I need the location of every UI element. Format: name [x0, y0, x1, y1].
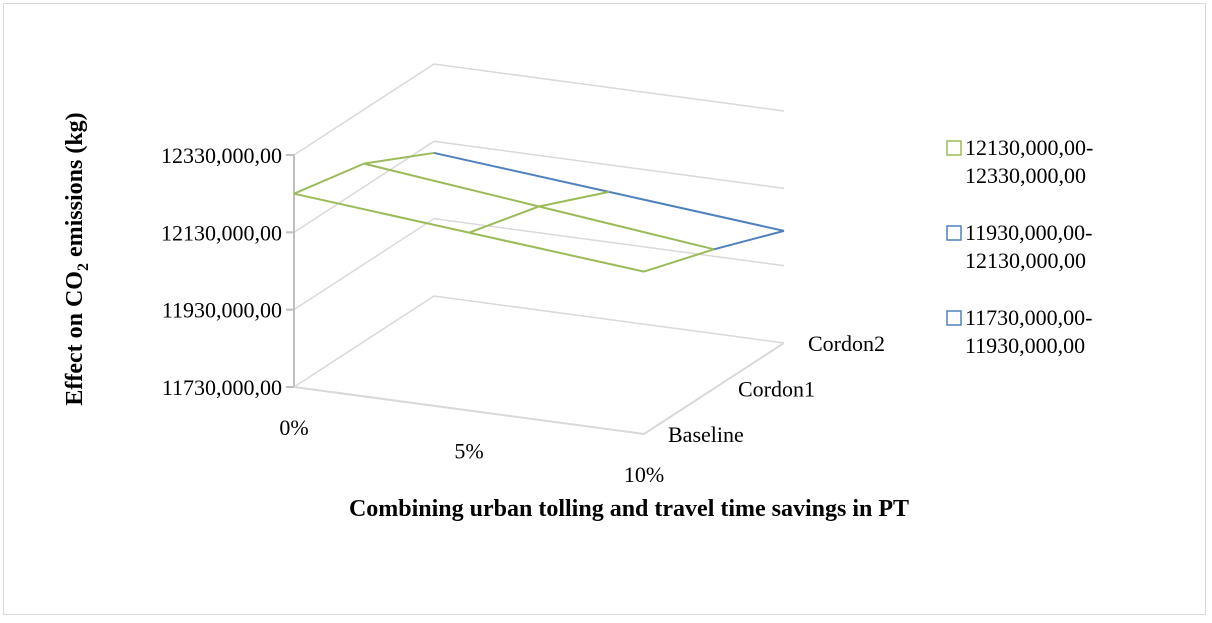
- tick-labels: 11730,000,00 11930,000,00 12130,000,00 1233…: [161, 143, 885, 487]
- surface-col-0-seg-0: [293, 162, 365, 195]
- legend-label-1-line1: 11930,000,00-: [965, 220, 1093, 245]
- y-axis-title: Effect on CO2 emissions (kg): [62, 112, 92, 405]
- z-tick-label-2: 12130,000,00: [161, 220, 282, 245]
- legend: 12130,000,00- 12330,000,00 11930,000,00- 12…: [946, 135, 1093, 358]
- z-tick-label-3: 12330,000,00: [161, 143, 282, 168]
- surface-col-2-seg-0: [643, 248, 715, 273]
- z-tick-label-1: 11930,000,00: [162, 298, 282, 323]
- gridline-2: [293, 140, 785, 233]
- chart-frame: 11730,000,00 11930,000,00 12130,000,00 1233…: [3, 3, 1206, 615]
- surface: [293, 151, 785, 273]
- surface-row-0-seg-0: [293, 192, 470, 234]
- surface-col-1-seg-1: [538, 190, 610, 208]
- legend-swatch-2: [946, 310, 962, 326]
- gridline-3: [293, 63, 785, 156]
- gridline-0: [293, 295, 785, 388]
- surface-row-1-seg-1: [538, 205, 715, 251]
- x-tick-label-1: 5%: [454, 439, 483, 464]
- surface-col-0-seg-1: [363, 151, 435, 165]
- gridlines: [293, 63, 785, 388]
- gridline-1: [293, 217, 785, 311]
- legend-label-2-line2: 11930,000,00: [965, 333, 1085, 358]
- axes: [286, 154, 785, 435]
- legend-label-0-line2: 12330,000,00: [965, 163, 1086, 188]
- surface-row-2-seg-0: [433, 151, 610, 193]
- depth-tick-label-0: Baseline: [668, 422, 744, 447]
- surface-row-2-seg-1: [608, 190, 785, 232]
- legend-label-2-line1: 11730,000,00-: [965, 305, 1093, 330]
- surface-col-1-seg-0: [468, 205, 540, 234]
- surface-chart: 11730,000,00 11930,000,00 12130,000,00 1233…: [62, 63, 1093, 522]
- surface-row-1-seg-0: [363, 162, 540, 208]
- legend-label-1-line2: 12130,000,00: [965, 248, 1086, 273]
- legend-swatch-1: [946, 225, 962, 241]
- x-tick-label-0: 0%: [279, 415, 308, 440]
- surface-col-2-seg-1: [713, 229, 785, 251]
- depth-tick-label-2: Cordon2: [808, 331, 885, 356]
- legend-swatch-0: [946, 140, 962, 156]
- z-tick-label-0: 11730,000,00: [162, 375, 282, 400]
- x-tick-label-2: 10%: [624, 462, 664, 487]
- x-axis-title: Combining urban tolling and travel time …: [349, 496, 909, 522]
- legend-label-0-line1: 12130,000,00-: [965, 135, 1093, 160]
- depth-axis-line: [643, 342, 785, 435]
- depth-tick-label-1: Cordon1: [738, 377, 815, 402]
- surface-row-0-seg-1: [468, 231, 645, 273]
- x-axis-line: [293, 386, 645, 435]
